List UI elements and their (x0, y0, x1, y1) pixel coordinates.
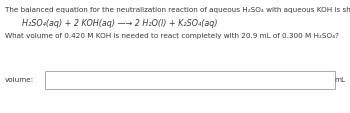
Text: The balanced equation for the neutralization reaction of aqueous H₂SO₄ with aque: The balanced equation for the neutraliza… (5, 7, 350, 13)
Text: H₂SO₄(aq) + 2 KOH(aq) —→ 2 H₂O(l) + K₂SO₄(aq): H₂SO₄(aq) + 2 KOH(aq) —→ 2 H₂O(l) + K₂SO… (22, 19, 217, 28)
Text: volume:: volume: (5, 76, 34, 82)
Text: What volume of 0.420 M KOH is needed to react completely with 20.9 mL of 0.300 M: What volume of 0.420 M KOH is needed to … (5, 33, 339, 39)
Text: mL: mL (334, 76, 345, 82)
FancyBboxPatch shape (45, 71, 335, 89)
